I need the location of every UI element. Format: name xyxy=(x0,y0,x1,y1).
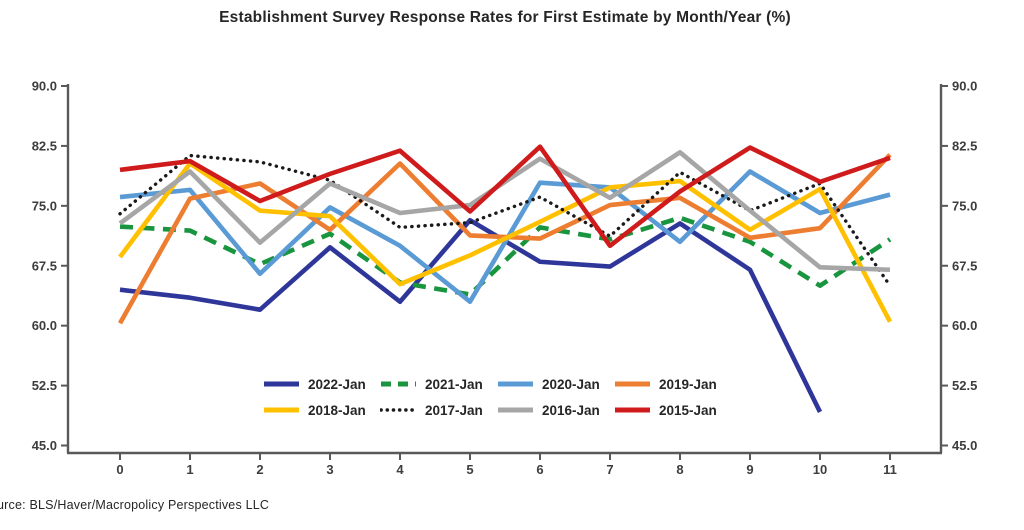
legend-line-sample xyxy=(380,408,417,412)
series-line-2022-Jan xyxy=(119,217,823,413)
chart-title: Establishment Survey Response Rates for … xyxy=(219,9,791,26)
source-note: urce: BLS/Haver/Macropolicy Perspectives… xyxy=(0,498,270,512)
x-tick-label: 8 xyxy=(676,462,683,477)
legend-label: 2015-Jan xyxy=(659,402,717,418)
x-tick-label: 11 xyxy=(883,462,897,477)
series-line-2020-Jan xyxy=(119,169,891,305)
x-tick-label: 0 xyxy=(116,462,123,477)
legend-line-sample xyxy=(615,381,650,387)
y-tick-label-left: 67.5 xyxy=(32,258,57,273)
y-tick-label-left: 75.0 xyxy=(32,198,57,213)
legend-label: 2017-Jan xyxy=(425,402,483,418)
legend-line-sample xyxy=(381,381,416,387)
legend-item-2020-Jan: 2020-Jan xyxy=(497,377,614,392)
x-tick-label: 3 xyxy=(326,462,333,477)
chart-legend: 2022-Jan 2021-Jan 2020-Jan 2019-Jan 2018-Jan… xyxy=(263,371,731,423)
legend-line-sample xyxy=(264,381,299,387)
x-tick-label: 1 xyxy=(186,462,193,477)
legend-label: 2018-Jan xyxy=(308,402,366,418)
y-tick-label-right: 52.5 xyxy=(952,378,977,393)
y-tick-label-left: 82.5 xyxy=(32,138,57,153)
legend-label: 2016-Jan xyxy=(542,402,600,418)
y-tick-label-left: 52.5 xyxy=(32,378,57,393)
x-tick-label: 10 xyxy=(813,462,827,477)
legend-label: 2021-Jan xyxy=(425,376,483,392)
legend-item-2016-Jan: 2016-Jan xyxy=(497,403,614,418)
x-tick-label: 5 xyxy=(466,462,473,477)
legend-item-2021-Jan: 2021-Jan xyxy=(380,377,497,392)
legend-item-2015-Jan: 2015-Jan xyxy=(614,403,731,418)
x-tick-label: 9 xyxy=(746,462,753,477)
y-tick-label-left: 45.0 xyxy=(32,438,57,453)
legend-item-2022-Jan: 2022-Jan xyxy=(263,377,380,392)
y-tick-label-right: 67.5 xyxy=(952,258,977,273)
y-tick-label-right: 45.0 xyxy=(952,438,977,453)
legend-label: 2022-Jan xyxy=(308,376,366,392)
legend-item-2018-Jan: 2018-Jan xyxy=(263,403,380,418)
legend-line-sample xyxy=(615,407,650,413)
legend-line-sample xyxy=(264,407,299,413)
y-tick-label-right: 75.0 xyxy=(952,198,977,213)
y-tick-label-right: 60.0 xyxy=(952,318,977,333)
x-tick-label: 6 xyxy=(536,462,543,477)
x-tick-label: 2 xyxy=(256,462,263,477)
y-tick-label-right: 82.5 xyxy=(952,138,977,153)
y-tick-label-left: 60.0 xyxy=(32,318,57,333)
x-tick-label: 7 xyxy=(606,462,613,477)
x-tick-label: 4 xyxy=(396,462,404,477)
legend-item-2019-Jan: 2019-Jan xyxy=(614,377,731,392)
legend-label: 2020-Jan xyxy=(542,376,600,392)
legend-label: 2019-Jan xyxy=(659,376,717,392)
legend-line-sample xyxy=(498,381,533,387)
legend-item-2017-Jan: 2017-Jan xyxy=(380,403,497,418)
y-tick-label-right: 90.0 xyxy=(952,79,977,94)
legend-line-sample xyxy=(498,407,533,413)
series-line-2015-Jan xyxy=(119,144,891,249)
y-tick-label-left: 90.0 xyxy=(32,79,57,94)
